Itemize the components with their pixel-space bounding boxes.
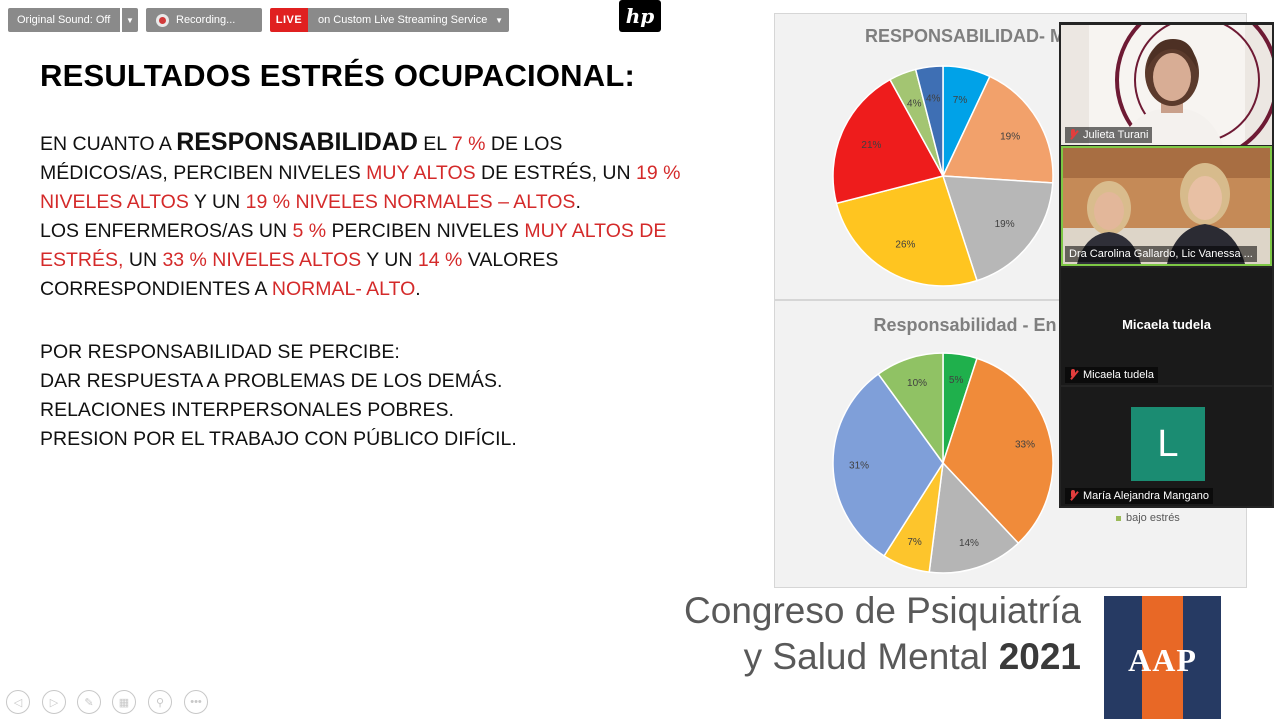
- pie-slice-label: 19%: [1000, 131, 1020, 142]
- zoom-icon: ⚲: [155, 696, 165, 709]
- pie-slice-label: 33%: [1015, 440, 1035, 451]
- live-label: LIVE: [275, 14, 303, 26]
- congress-title-line1: Congreso de Psiquiatría: [684, 590, 1081, 631]
- aap-logo-text: AAP: [1128, 642, 1197, 678]
- legend-swatch: [1116, 515, 1121, 521]
- text-line: CORRESPONDIENTES A NORMAL- ALTO.: [40, 278, 421, 300]
- more-options-button[interactable]: •••: [184, 690, 208, 714]
- prev-slide-button[interactable]: ◁: [6, 690, 30, 714]
- chart-legend-item: bajo estrés: [1116, 512, 1180, 524]
- pie-chart-medicos: 7% 19% 19% 26% 21% 4% 4%: [832, 65, 1054, 287]
- hp-logo-text: hp: [625, 4, 655, 28]
- chart-title: RESPONSABILIDAD- M: [864, 26, 1065, 46]
- participant-name: Micaela tudela: [1083, 369, 1154, 381]
- results-paragraph: EN CUANTO A RESPONSABILIDAD EL 7 % DE LO…: [40, 128, 680, 304]
- participant-tile[interactable]: L María Alejandra Mangano: [1061, 387, 1272, 506]
- pie-slice: [914, 65, 944, 177]
- pie-slice: [832, 372, 944, 557]
- mic-muted-icon: [1068, 369, 1079, 381]
- recording-label: Recording...: [176, 14, 236, 26]
- text-line: EN CUANTO A RESPONSABILIDAD EL 7 % DE LO…: [40, 128, 563, 156]
- pie-slice-label: 7%: [953, 95, 968, 106]
- recording-button[interactable]: Recording...: [146, 8, 262, 32]
- text-line: MÉDICOS/AS, PERCIBEN NIVELES MUY ALTOS D…: [40, 162, 681, 184]
- pie-slice-label: 4%: [926, 94, 941, 105]
- participant-tile[interactable]: Micaela tudela Micaela tudela: [1061, 268, 1272, 385]
- participant-name-tag: María Alejandra Mangano: [1065, 488, 1213, 504]
- chart-title: Responsabilidad - En: [873, 315, 1057, 335]
- participant-name: Julieta Turani: [1083, 129, 1149, 141]
- aap-logo-stripe: [1142, 596, 1183, 719]
- chevron-down-icon: ▼: [126, 15, 134, 25]
- pie-slice-label: 26%: [895, 239, 915, 250]
- participant-display-name: Micaela tudela: [1122, 317, 1211, 332]
- prev-icon: ◁: [13, 696, 23, 709]
- participant-video-tile-active[interactable]: Dra Carolina Gallardo, Lic Vanessa ...: [1061, 146, 1272, 266]
- record-icon: [156, 13, 169, 27]
- hp-logo: hp: [619, 0, 661, 32]
- pie-slice-label: 10%: [907, 378, 927, 389]
- pie-slice: [941, 175, 1054, 282]
- stream-service-button[interactable]: on Custom Live Streaming Service ▼: [308, 8, 509, 32]
- original-sound-dropdown[interactable]: ▼: [122, 8, 138, 32]
- text-line: LOS ENFERMEROS/AS UN 5 % PERCIBEN NIVELE…: [40, 220, 667, 242]
- participant-name-tag: Micaela tudela: [1065, 367, 1158, 383]
- slides-button[interactable]: ▦: [112, 690, 136, 714]
- pie-slice-label: 4%: [907, 98, 922, 109]
- participant-name-tag: Julieta Turani: [1065, 127, 1153, 143]
- legend-label: bajo estrés: [1126, 512, 1180, 524]
- live-badge[interactable]: LIVE: [270, 8, 308, 32]
- slides-icon: ▦: [118, 696, 130, 709]
- pie-slice-label: 21%: [861, 140, 881, 151]
- pie-slice-label: 14%: [959, 538, 979, 549]
- participant-name-tag: Dra Carolina Gallardo, Lic Vanessa ...: [1065, 246, 1257, 262]
- text-line: ESTRÉS, UN 33 % NIVELES ALTOS Y UN 14 % …: [40, 249, 559, 271]
- zoom-button[interactable]: ⚲: [148, 690, 172, 714]
- avatar: L: [1131, 407, 1205, 481]
- stream-service-label: on Custom Live Streaming Service: [318, 14, 488, 26]
- participant-name: Dra Carolina Gallardo, Lic Vanessa ...: [1069, 248, 1253, 260]
- pie-slice: [877, 352, 944, 466]
- participant-video-tile[interactable]: Julieta Turani: [1061, 25, 1272, 145]
- pie-slice: [942, 357, 1054, 545]
- factor-item: RELACIONES INTERPERSONALES POBRES.: [40, 399, 454, 421]
- original-sound-button[interactable]: Original Sound: Off: [8, 8, 120, 32]
- text-line: NIVELES ALTOS Y UN 19 % NIVELES NORMALES…: [40, 191, 581, 213]
- pie-slice: [832, 78, 945, 205]
- responsibility-factors: POR RESPONSABILIDAD SE PERCIBE: DAR RESP…: [40, 338, 517, 454]
- pie-slice-label: 7%: [907, 537, 922, 548]
- factor-item: PRESION POR EL TRABAJO CON PÚBLICO DIFÍC…: [40, 428, 517, 450]
- next-icon: ▷: [49, 696, 59, 709]
- factor-item: DAR RESPUESTA A PROBLEMAS DE LOS DEMÁS.: [40, 370, 503, 392]
- more-icon: •••: [190, 696, 202, 708]
- pie-slice: [835, 175, 978, 287]
- original-sound-label: Original Sound: Off: [17, 14, 111, 26]
- pen-icon: ✎: [84, 696, 94, 709]
- pie-slice-label: 5%: [949, 375, 964, 386]
- pie-chart-enfermeros: 5% 33% 14% 7% 31% 10%: [832, 352, 1054, 574]
- mic-muted-icon: [1068, 490, 1079, 502]
- chevron-down-icon: ▼: [495, 15, 503, 25]
- congress-title-line2: y Salud Mental 2021: [743, 636, 1081, 677]
- pie-slice: [941, 75, 1054, 184]
- factors-heading: POR RESPONSABILIDAD SE PERCIBE:: [40, 341, 400, 363]
- participant-video: [1061, 25, 1272, 145]
- participants-panel[interactable]: Julieta Turani Dra Carolina Gallardo, Li…: [1059, 22, 1274, 508]
- pie-slice: [928, 461, 1020, 574]
- aap-logo: AAP: [1104, 596, 1221, 719]
- pie-slice-label: 31%: [849, 461, 869, 472]
- mic-muted-icon: [1068, 129, 1079, 141]
- pie-slice-label: 19%: [995, 219, 1015, 230]
- participant-name: María Alejandra Mangano: [1083, 490, 1209, 502]
- next-slide-button[interactable]: ▷: [42, 690, 66, 714]
- pen-button[interactable]: ✎: [77, 690, 101, 714]
- slide-title: RESULTADOS ESTRÉS OCUPACIONAL:: [40, 58, 636, 93]
